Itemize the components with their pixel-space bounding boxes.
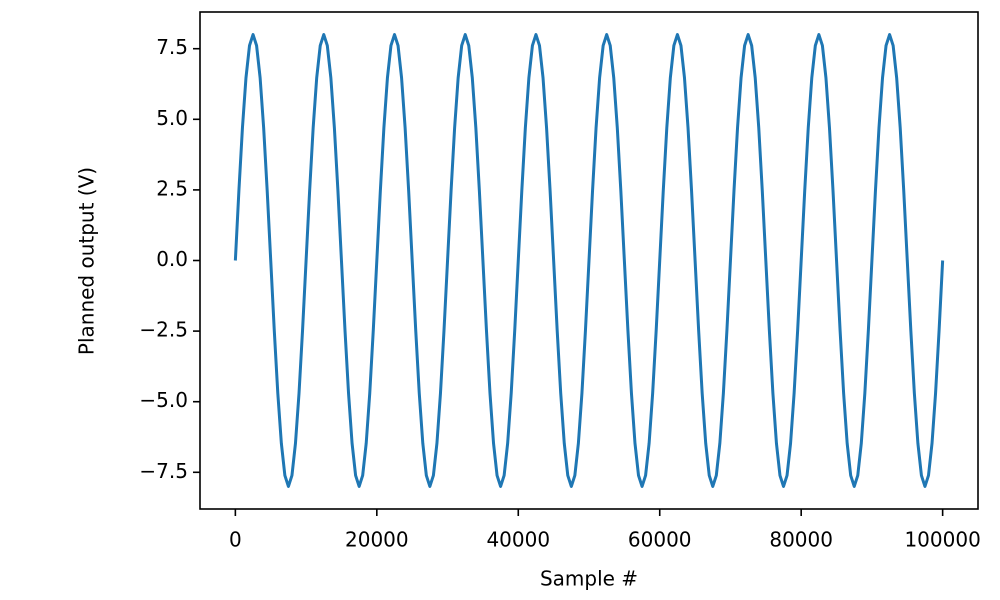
y-tick-label: −5.0 [139, 388, 188, 412]
y-axis-label: Planned output (V) [75, 167, 99, 355]
plot-frame [199, 11, 979, 510]
y-tick-label: 7.5 [156, 35, 188, 59]
y-tick-label: −2.5 [139, 318, 188, 342]
x-tick-label: 20000 [345, 528, 409, 552]
y-tick-label: 2.5 [156, 176, 188, 200]
x-tick-label: 40000 [486, 528, 550, 552]
y-tick-label: 0.0 [156, 247, 188, 271]
x-tick-label: 80000 [769, 528, 833, 552]
x-tick-label: 0 [229, 528, 242, 552]
data-line [233, 33, 945, 488]
x-tick-label: 100000 [904, 528, 980, 552]
y-tick-label: 5.0 [156, 106, 188, 130]
x-axis-label: Sample # [540, 567, 638, 591]
y-tick-label: −7.5 [139, 459, 188, 483]
x-tick-label: 60000 [628, 528, 692, 552]
